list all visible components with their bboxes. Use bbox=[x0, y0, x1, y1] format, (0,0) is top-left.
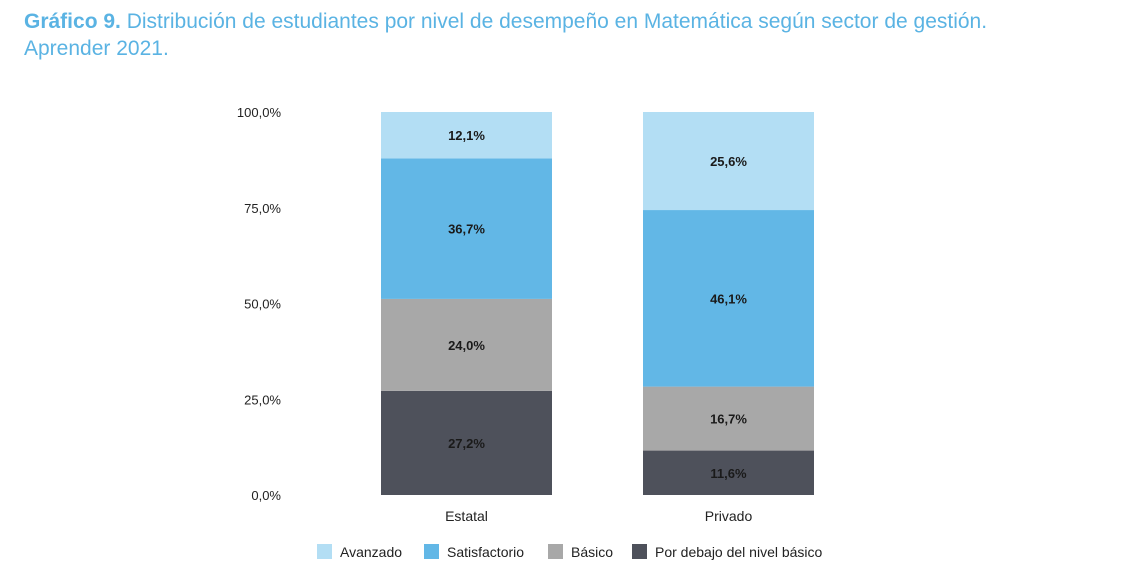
y-tick-label: 100,0% bbox=[237, 105, 282, 120]
chart-title-text: Distribución de estudiantes por nivel de… bbox=[126, 10, 988, 33]
bar-segment-estatal-basico bbox=[381, 298, 552, 391]
data-label: 11,6% bbox=[710, 466, 747, 481]
legend-label: Por debajo del nivel básico bbox=[655, 544, 823, 560]
legend-swatch bbox=[317, 544, 332, 559]
data-label: 12,1% bbox=[448, 128, 485, 143]
legend-item: Por debajo del nivel básico bbox=[632, 544, 823, 560]
legend-item: Avanzado bbox=[317, 544, 402, 560]
data-label: 25,6% bbox=[710, 154, 747, 169]
y-tick-label: 25,0% bbox=[244, 392, 281, 407]
bar-segment-privado-satisfactorio bbox=[643, 210, 814, 387]
legend-swatch bbox=[548, 544, 563, 559]
legend-swatch bbox=[632, 544, 647, 559]
bar-segment-privado-avanzado bbox=[643, 112, 814, 211]
legend-label: Avanzado bbox=[340, 544, 402, 560]
bar-segment-privado-basico bbox=[643, 386, 814, 451]
y-tick-label: 75,0% bbox=[244, 201, 281, 216]
legend-swatch bbox=[424, 544, 439, 559]
bar-segment-privado-por-debajo-del-nivel-basico bbox=[643, 450, 814, 495]
data-label: 27,2% bbox=[448, 436, 485, 451]
bar-segment-estatal-avanzado bbox=[381, 112, 552, 159]
data-label: 24,0% bbox=[448, 338, 485, 353]
x-tick-label: Privado bbox=[705, 508, 753, 524]
x-tick-label: Estatal bbox=[445, 508, 488, 524]
legend-item: Básico bbox=[548, 544, 613, 560]
data-label: 46,1% bbox=[710, 291, 747, 306]
y-tick-label: 0,0% bbox=[251, 488, 281, 503]
chart-title-line2: Aprender 2021. bbox=[24, 37, 169, 60]
bars: 27,2% 24,0% 36,7% 12,1% 11,6% 16,7% 46,1% 25,6% bbox=[381, 112, 814, 495]
bar-segment-estatal-por-debajo-del-nivel-basico bbox=[381, 390, 552, 495]
data-label: 16,7% bbox=[710, 412, 747, 427]
legend-label: Básico bbox=[571, 544, 613, 560]
y-axis: 0,0% 25,0% 50,0% 75,0% 100,0% bbox=[237, 105, 282, 503]
x-axis: Estatal Privado bbox=[445, 508, 752, 524]
y-tick-label: 50,0% bbox=[244, 297, 281, 312]
chart-title-prefix: Gráfico 9. bbox=[24, 10, 121, 33]
legend-label: Satisfactorio bbox=[447, 544, 524, 560]
data-label: 36,7% bbox=[448, 222, 485, 237]
legend-item: Satisfactorio bbox=[424, 544, 524, 560]
bar-segment-estatal-satisfactorio bbox=[381, 158, 552, 299]
legend: Avanzado Satisfactorio Básico Por debajo de… bbox=[317, 544, 823, 560]
chart-title: Gráfico 9. Distribución de estudiantes p… bbox=[24, 8, 1124, 62]
